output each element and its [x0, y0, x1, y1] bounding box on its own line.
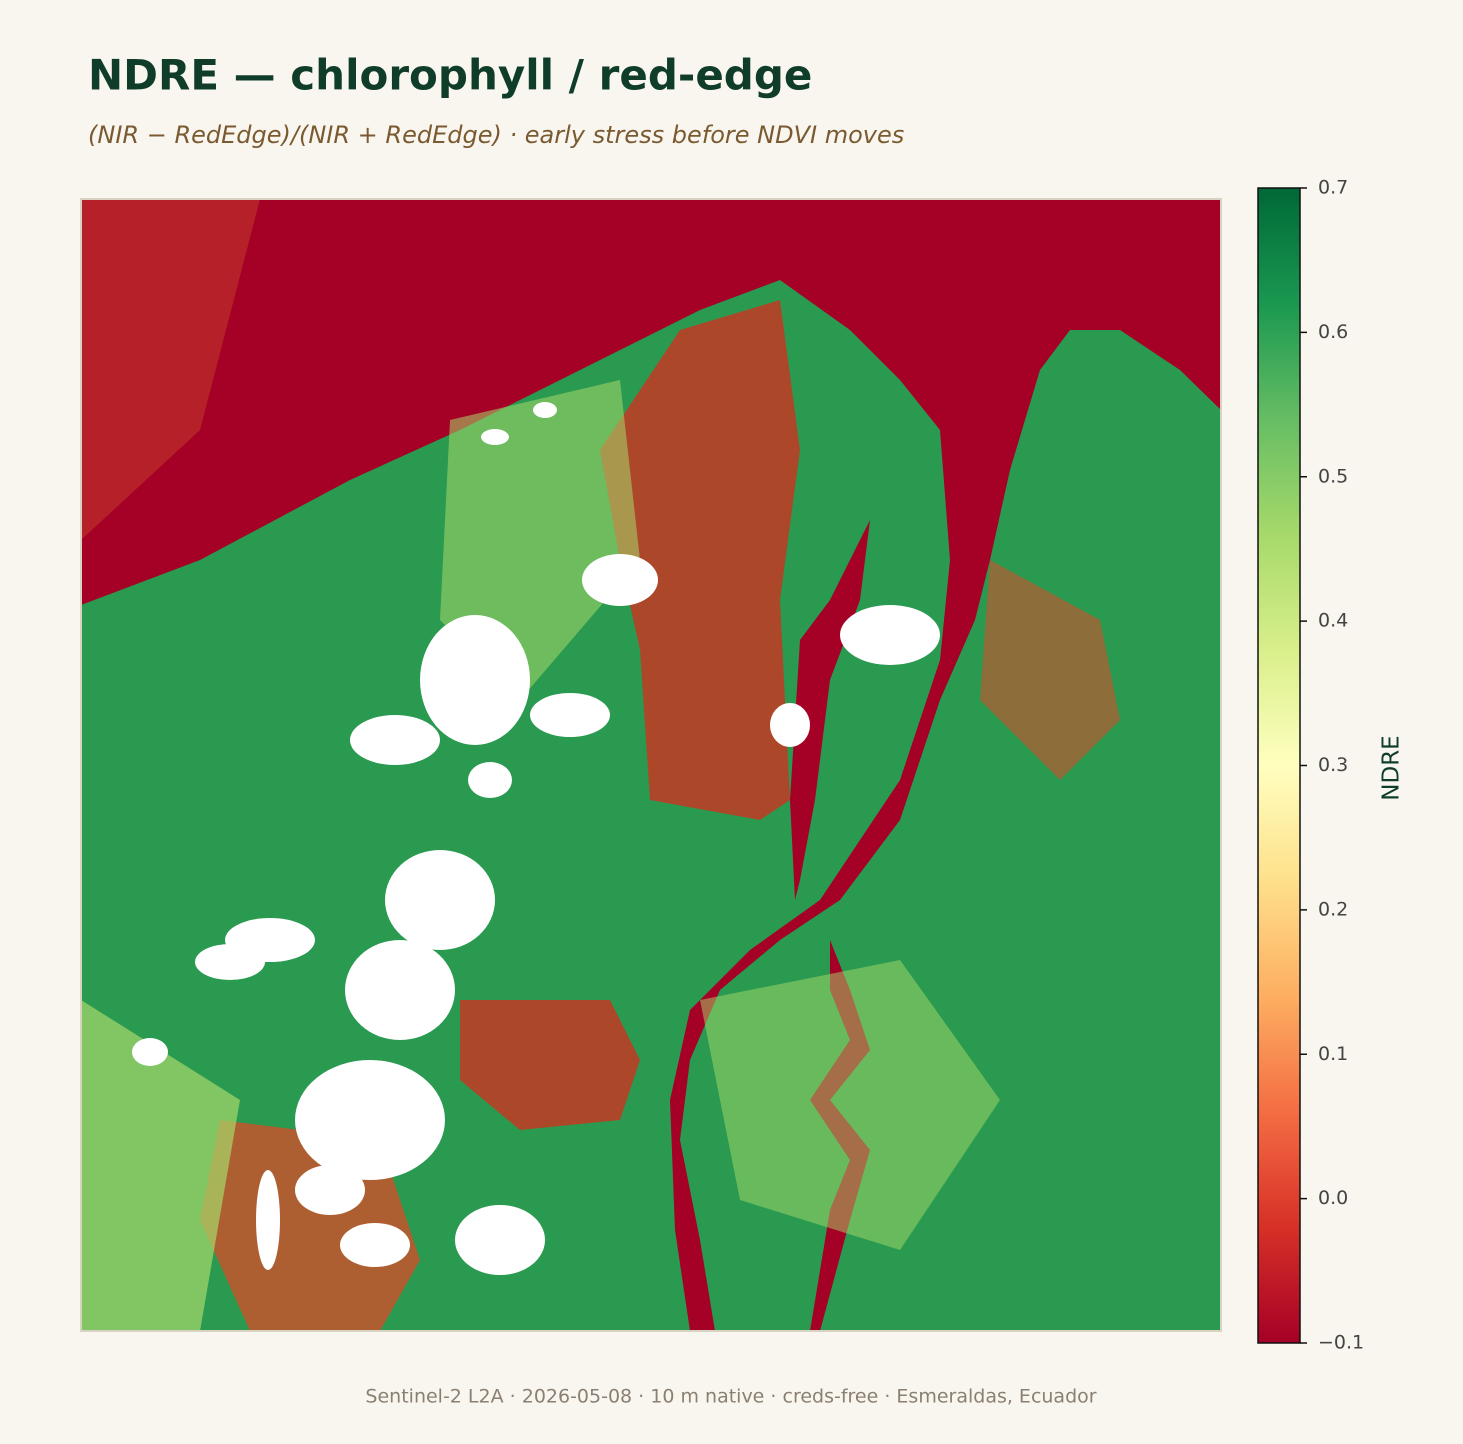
- subtitle: (NIR − RedEdge)/(NIR + RedEdge) · early …: [88, 121, 904, 149]
- colorbar-tick-label: −0.1: [1318, 1332, 1364, 1354]
- colorbar-tick-label: 0.0: [1318, 1187, 1348, 1209]
- colorbar-tick-label: 0.6: [1318, 321, 1348, 343]
- colorbar-label: NDRE: [1379, 735, 1405, 800]
- colorbar-tick-label: 0.4: [1318, 610, 1348, 632]
- colorbar-tick-label: 0.2: [1318, 898, 1348, 920]
- colorbar-tick-label: 0.5: [1318, 465, 1348, 487]
- colorbar-tick-label: 0.7: [1318, 177, 1348, 199]
- map-frame: [80, 198, 1222, 1332]
- colorbar-tick-label: 0.1: [1318, 1043, 1348, 1065]
- colorbar: [1257, 187, 1301, 1344]
- cloud-mask: [132, 402, 940, 1275]
- footer: Sentinel-2 L2A · 2026-05-08 · 10 m nativ…: [365, 1386, 1096, 1408]
- colorbar-tick-label: 0.3: [1318, 754, 1348, 776]
- ndre-raster: [81, 199, 1221, 1331]
- title: NDRE — chlorophyll / red-edge: [88, 51, 812, 100]
